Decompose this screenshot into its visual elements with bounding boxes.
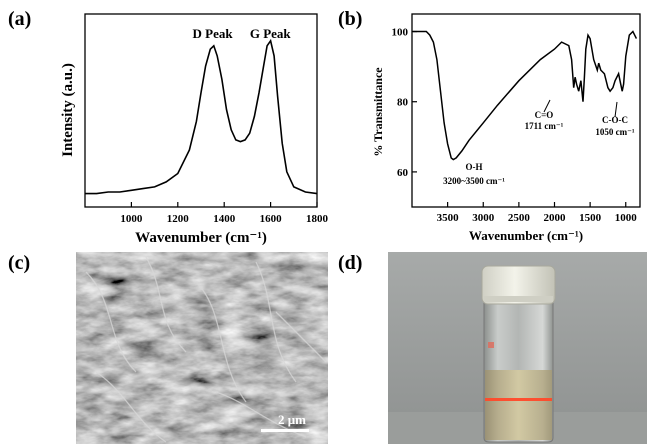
band-label: C=O [535,110,554,120]
x-tick-label: 1000 [120,213,142,225]
axis-ticks: 3500 3000 2500 2000 1500 1000 60 80 100 [392,27,638,224]
band-wavenumber: 1711 cm⁻¹ [525,121,564,131]
x-tick-label: 1400 [213,213,236,225]
x-tick-label: 1800 [306,213,329,225]
x-tick-label: 1500 [579,212,602,224]
panel-b-label: (b) [338,8,363,30]
y-tick-label: 100 [392,27,409,39]
vial-photo [388,252,647,444]
ftir-line [412,30,638,161]
x-tick-label: 3500 [437,212,460,224]
y-axis-title: % Transmittance [371,67,385,157]
x-axis-title: Wavenumber (cm⁻¹) [135,230,267,246]
band-label: O-H [466,162,483,172]
x-tick-label: 2500 [508,212,531,224]
x-tick-label: 3000 [472,212,495,224]
scale-bar-label: 2 μm [278,412,306,427]
peak-label: G Peak [250,26,292,41]
plot-frame [411,13,641,208]
raman-spectrum-chart: 1000 1200 1400 1600 1800 D Peak G Peak Wavenu… [60,13,329,246]
band-wavenumber: 3200~3500 cm⁻¹ [443,176,505,186]
plot-frame [84,13,318,208]
scale-bar [261,429,309,432]
vial-illustration [388,252,647,444]
y-tick-label: 60 [397,167,409,179]
y-axis-title: Intensity (a.u.) [60,63,76,157]
panel-a-label: (a) [8,8,32,30]
y-tick-label: 80 [397,97,409,109]
peak-label: D Peak [193,26,234,41]
sem-image: 2 μm [76,252,328,444]
annotation-arrow [614,101,618,118]
x-ticks: 1000 1200 1400 1600 1800 [120,202,329,225]
x-axis-title: Wavenumber (cm⁻¹) [469,228,583,243]
panel-d-label: (d) [338,252,363,274]
band-wavenumber: 1050 cm⁻¹ [595,127,634,137]
raman-line [85,38,318,195]
ftir-spectrum-chart: 3500 3000 2500 2000 1500 1000 60 80 100 O-H 3200~… [371,13,641,243]
annotation-arrow [543,99,551,113]
x-tick-label: 2000 [544,212,567,224]
x-tick-label: 1200 [167,213,190,225]
panel-c-label: (c) [8,252,31,274]
sem-texture [76,252,328,444]
peak-annotations: D Peak G Peak [193,26,292,41]
x-tick-label: 1000 [615,212,638,224]
x-tick-label: 1600 [260,213,283,225]
band-label: C-O-C [602,115,628,125]
